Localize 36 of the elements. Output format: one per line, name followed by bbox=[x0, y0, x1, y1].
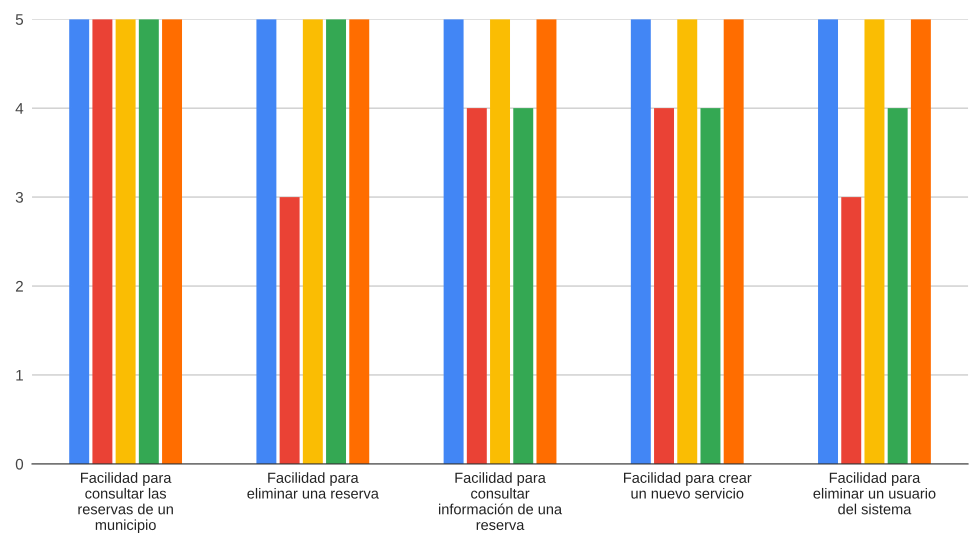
bar bbox=[490, 19, 510, 464]
bar bbox=[677, 19, 698, 464]
bar bbox=[349, 19, 370, 464]
bar bbox=[724, 19, 744, 464]
x-tick-label: Facilidad para consultar información de una reserva bbox=[438, 472, 562, 530]
bar bbox=[92, 19, 112, 464]
bar bbox=[280, 197, 300, 464]
bar bbox=[69, 19, 90, 464]
bar bbox=[841, 197, 862, 464]
bar bbox=[162, 19, 182, 464]
bar bbox=[116, 19, 136, 464]
bar bbox=[888, 108, 908, 464]
bar bbox=[444, 19, 464, 464]
y-tick-label: 5 bbox=[16, 14, 24, 25]
y-tick-label: 0 bbox=[16, 458, 24, 470]
x-tick-label: Facilidad para eliminar una reserva bbox=[247, 472, 379, 499]
bar bbox=[536, 19, 556, 464]
bar bbox=[138, 19, 159, 464]
bar bbox=[818, 19, 838, 464]
y-tick-label: 3 bbox=[16, 192, 24, 203]
x-tick-label: Facilidad para eliminar un usuario del sistema bbox=[813, 472, 936, 514]
bar bbox=[910, 19, 931, 464]
bar bbox=[302, 19, 323, 464]
x-tick-label: Facilidad para crear un nuevo servicio bbox=[624, 472, 752, 499]
bar bbox=[630, 19, 651, 464]
x-tick-label: Facilidad para consultar las reservas de un municipio bbox=[78, 472, 173, 533]
y-tick-label: 1 bbox=[16, 370, 23, 381]
bar bbox=[864, 19, 884, 464]
bar bbox=[513, 108, 534, 464]
y-tick-label: 4 bbox=[16, 103, 24, 114]
bar bbox=[654, 108, 674, 464]
bar bbox=[466, 108, 487, 464]
y-tick-label: 2 bbox=[16, 280, 23, 292]
bar bbox=[326, 19, 346, 464]
bar bbox=[700, 108, 720, 464]
bar bbox=[256, 19, 276, 464]
